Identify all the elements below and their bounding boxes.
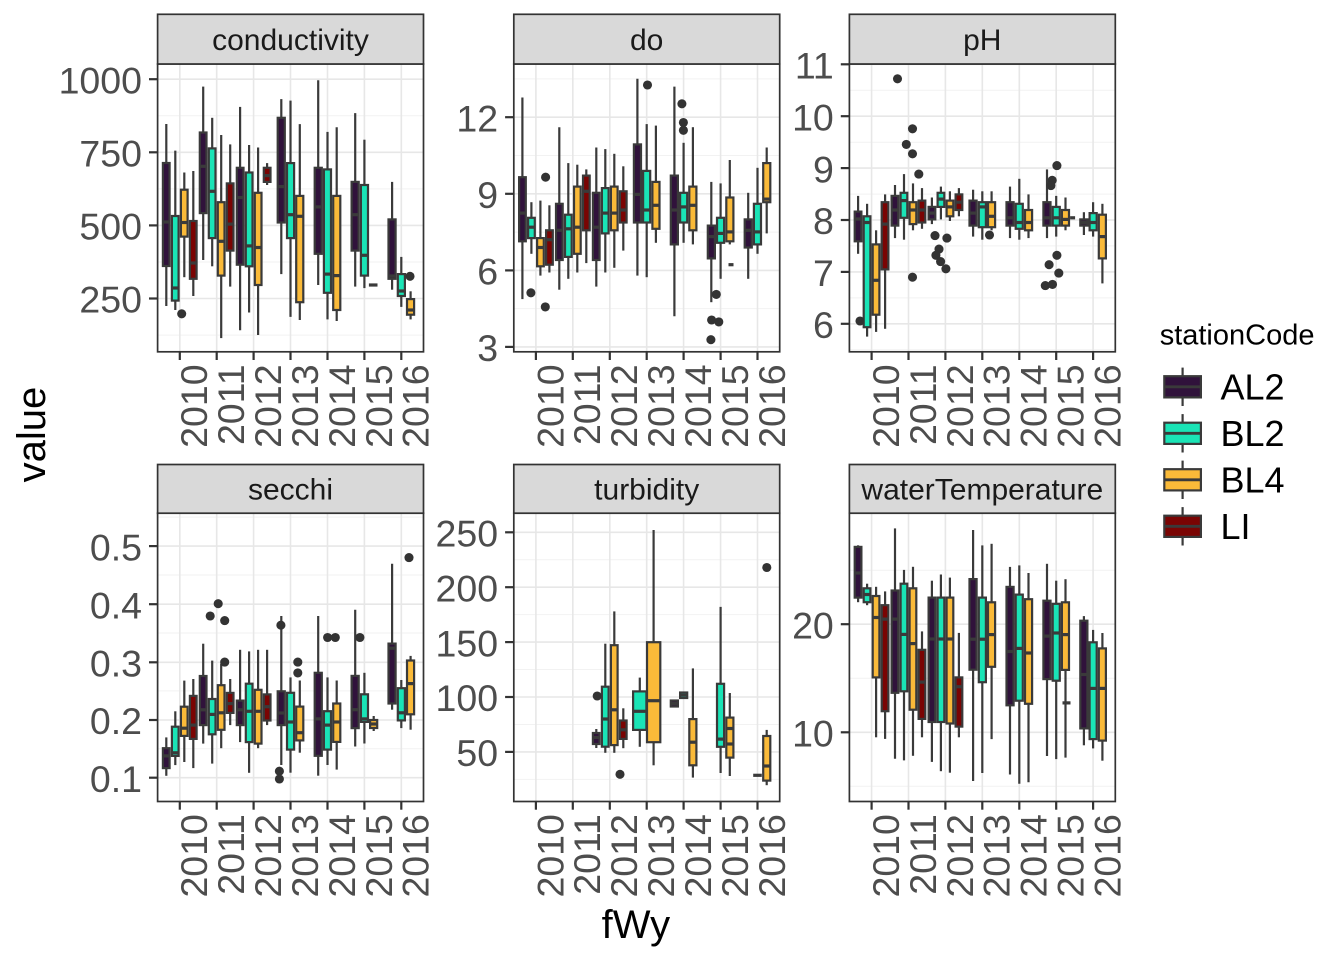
svg-text:2012: 2012: [247, 364, 289, 447]
svg-text:250: 250: [79, 279, 142, 321]
svg-text:2010: 2010: [529, 814, 571, 897]
svg-text:2013: 2013: [976, 364, 1018, 447]
svg-text:2011: 2011: [210, 364, 252, 445]
svg-text:2016: 2016: [751, 814, 793, 897]
svg-text:2013: 2013: [640, 364, 682, 447]
svg-text:6: 6: [477, 251, 498, 293]
svg-text:2016: 2016: [1087, 814, 1129, 897]
svg-text:150: 150: [436, 622, 499, 664]
svg-text:2010: 2010: [173, 814, 215, 897]
svg-text:0.4: 0.4: [90, 584, 142, 626]
svg-text:8: 8: [813, 200, 834, 242]
svg-text:2011: 2011: [902, 814, 944, 895]
svg-text:2013: 2013: [284, 814, 326, 897]
svg-text:500: 500: [79, 206, 142, 248]
svg-text:2012: 2012: [603, 364, 645, 447]
svg-text:2011: 2011: [902, 364, 944, 445]
svg-text:0.2: 0.2: [90, 700, 142, 742]
svg-text:9: 9: [477, 174, 498, 216]
svg-text:2015: 2015: [1050, 814, 1092, 897]
svg-text:50: 50: [456, 732, 498, 774]
svg-text:2012: 2012: [939, 364, 981, 447]
svg-text:2014: 2014: [677, 814, 719, 897]
svg-text:200: 200: [436, 567, 499, 609]
svg-text:2015: 2015: [714, 364, 756, 447]
svg-text:secchi: secchi: [248, 474, 333, 507]
svg-text:2010: 2010: [529, 364, 571, 447]
svg-text:2011: 2011: [566, 814, 608, 895]
svg-text:2016: 2016: [1087, 364, 1129, 447]
svg-text:BL2: BL2: [1221, 413, 1285, 454]
svg-text:waterTemperature: waterTemperature: [860, 474, 1103, 507]
svg-text:do: do: [630, 24, 663, 57]
svg-text:2014: 2014: [321, 364, 363, 447]
svg-text:2012: 2012: [247, 814, 289, 897]
svg-text:2010: 2010: [865, 814, 907, 897]
svg-text:2010: 2010: [865, 364, 907, 447]
svg-text:2014: 2014: [677, 364, 719, 447]
svg-text:2016: 2016: [395, 364, 437, 447]
svg-text:2014: 2014: [321, 814, 363, 897]
svg-text:100: 100: [436, 677, 499, 719]
svg-text:pH: pH: [963, 24, 1001, 57]
svg-text:fWy: fWy: [602, 903, 671, 947]
svg-text:3: 3: [477, 327, 498, 369]
svg-text:2011: 2011: [210, 814, 252, 895]
svg-text:250: 250: [436, 513, 499, 555]
svg-text:conductivity: conductivity: [212, 24, 369, 57]
svg-text:6: 6: [813, 304, 834, 346]
svg-text:2010: 2010: [173, 364, 215, 447]
svg-text:BL4: BL4: [1221, 460, 1285, 501]
svg-text:LI: LI: [1221, 506, 1251, 547]
svg-text:2016: 2016: [395, 814, 437, 897]
svg-text:10: 10: [792, 713, 834, 755]
svg-text:20: 20: [792, 604, 834, 646]
svg-text:0.5: 0.5: [90, 526, 142, 568]
svg-text:10: 10: [792, 96, 834, 138]
svg-text:2015: 2015: [1050, 364, 1092, 447]
svg-text:stationCode: stationCode: [1160, 319, 1315, 351]
svg-text:2016: 2016: [751, 364, 793, 447]
svg-text:value: value: [10, 387, 54, 483]
svg-text:2013: 2013: [640, 814, 682, 897]
svg-text:2015: 2015: [714, 814, 756, 897]
svg-text:2013: 2013: [284, 364, 326, 447]
svg-text:750: 750: [79, 133, 142, 175]
svg-text:2013: 2013: [976, 814, 1018, 897]
svg-text:9: 9: [813, 148, 834, 190]
svg-text:2014: 2014: [1013, 814, 1055, 897]
svg-text:2011: 2011: [566, 364, 608, 445]
svg-text:1000: 1000: [59, 59, 142, 101]
svg-text:turbidity: turbidity: [594, 474, 699, 507]
svg-text:12: 12: [456, 97, 498, 139]
svg-text:7: 7: [813, 252, 834, 294]
svg-text:0.3: 0.3: [90, 643, 142, 685]
svg-text:2014: 2014: [1013, 364, 1055, 447]
svg-text:11: 11: [795, 45, 834, 87]
svg-text:2015: 2015: [358, 364, 400, 447]
svg-text:2015: 2015: [358, 814, 400, 897]
svg-text:0.1: 0.1: [90, 758, 142, 800]
svg-text:2012: 2012: [939, 814, 981, 897]
svg-text:AL2: AL2: [1221, 367, 1285, 408]
svg-text:2012: 2012: [603, 814, 645, 897]
